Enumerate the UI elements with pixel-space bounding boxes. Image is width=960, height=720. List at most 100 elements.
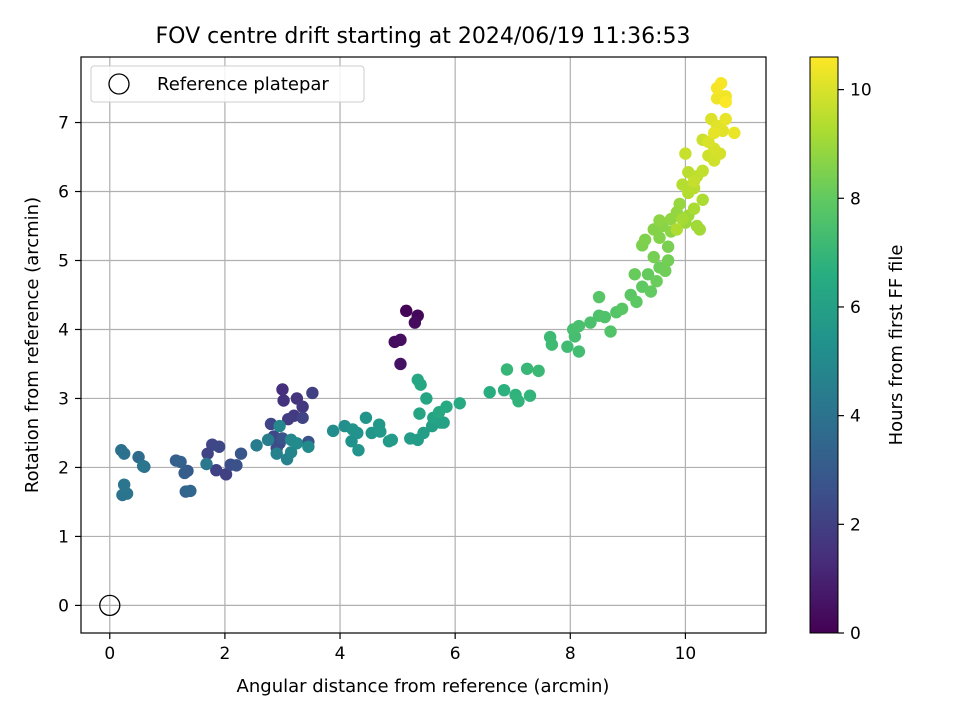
data-point xyxy=(284,446,298,459)
x-tick-label: 10 xyxy=(675,644,697,664)
data-point xyxy=(719,112,732,126)
colorbar-tick-label: 4 xyxy=(850,407,861,427)
data-point xyxy=(584,316,597,329)
data-point xyxy=(174,455,187,469)
data-point xyxy=(650,274,663,288)
data-point xyxy=(687,202,701,215)
data-point xyxy=(523,389,537,402)
data-point xyxy=(414,378,427,391)
data-point xyxy=(250,439,263,452)
data-point xyxy=(696,164,709,178)
data-point xyxy=(483,386,496,399)
data-point xyxy=(359,411,373,424)
data-point xyxy=(661,240,675,253)
x-tick-label: 6 xyxy=(450,644,461,664)
y-tick-label: 7 xyxy=(58,114,69,134)
data-point xyxy=(659,264,672,278)
data-point xyxy=(420,392,433,405)
grid xyxy=(81,57,766,633)
data-point xyxy=(630,295,643,309)
colorbar-tick-label: 2 xyxy=(850,515,861,535)
data-point xyxy=(394,333,407,347)
data-point xyxy=(302,440,315,453)
colorbar-tick-label: 0 xyxy=(850,624,861,644)
data-point xyxy=(200,457,213,471)
data-point xyxy=(346,423,359,436)
data-point xyxy=(693,223,707,236)
reference-point xyxy=(99,594,121,617)
data-point xyxy=(306,386,319,400)
data-point xyxy=(604,325,617,338)
chart-title: FOV centre drift starting at 2024/06/19 … xyxy=(156,24,691,49)
data-point xyxy=(520,362,534,375)
data-point xyxy=(296,400,309,413)
x-axis-ticks: 0 2 4 6 8 10 xyxy=(104,633,696,664)
data-point xyxy=(561,340,574,353)
y-tick-label: 3 xyxy=(58,389,69,409)
data-point xyxy=(385,433,399,447)
data-point xyxy=(273,419,286,433)
data-point xyxy=(290,437,304,450)
y-tick-label: 1 xyxy=(58,527,69,547)
data-point xyxy=(532,364,545,378)
y-tick-label: 5 xyxy=(58,251,69,271)
x-tick-label: 4 xyxy=(335,644,346,664)
data-point xyxy=(212,440,226,453)
data-point xyxy=(277,394,290,407)
plot-frame xyxy=(80,56,767,634)
data-point xyxy=(719,95,732,109)
data-point xyxy=(276,383,289,396)
data-point xyxy=(437,416,450,429)
data-point xyxy=(638,233,652,247)
data-point xyxy=(500,363,514,376)
colorbar-tick-label: 8 xyxy=(850,189,861,209)
data-point xyxy=(687,174,701,188)
data-point xyxy=(641,268,655,281)
colorbar-label: Hours from first FF file xyxy=(886,245,907,446)
data-point xyxy=(270,447,283,460)
reference-platepar-marker xyxy=(99,594,121,617)
y-tick-label: 4 xyxy=(58,320,69,340)
data-point xyxy=(296,411,309,424)
data-point xyxy=(374,425,387,438)
x-tick-label: 8 xyxy=(565,644,576,664)
data-point xyxy=(714,77,728,90)
data-point xyxy=(707,126,721,140)
data-point xyxy=(653,214,666,227)
y-axis-ticks: 0 1 2 3 4 5 6 7 xyxy=(58,114,81,616)
data-point xyxy=(413,407,426,420)
data-point xyxy=(400,304,413,318)
data-point xyxy=(326,424,340,438)
data-point xyxy=(440,400,453,413)
data-point xyxy=(545,338,559,351)
data-point xyxy=(512,395,525,408)
data-point xyxy=(676,178,689,191)
data-point xyxy=(572,345,586,358)
data-point xyxy=(352,443,365,457)
data-point xyxy=(572,319,586,333)
y-tick-label: 2 xyxy=(58,458,69,478)
data-point xyxy=(234,447,248,460)
colorbar-gradient xyxy=(809,56,839,634)
legend-entry-reference: Reference platepar xyxy=(157,74,329,95)
colorbar-ticks: 0 2 4 6 8 10 xyxy=(838,81,872,644)
data-point xyxy=(679,147,692,160)
legend-marker-circle-icon xyxy=(108,73,130,95)
data-point xyxy=(408,316,422,329)
data-point xyxy=(702,135,715,149)
y-axis-label: Rotation from reference (arcmin) xyxy=(22,197,43,493)
y-tick-label: 0 xyxy=(58,596,69,616)
colorbar-tick-label: 6 xyxy=(850,298,861,318)
data-point xyxy=(453,397,466,410)
plot-area: 0 2 4 6 8 10 0 1 2 3 4 5 6 7 xyxy=(58,56,767,664)
data-point xyxy=(210,464,223,477)
data-point xyxy=(647,250,660,264)
x-tick-label: 2 xyxy=(219,644,230,664)
data-point xyxy=(598,310,612,324)
data-point xyxy=(728,126,741,140)
data-point xyxy=(628,268,641,281)
data-point xyxy=(644,285,658,298)
data-point xyxy=(184,484,197,498)
data-point xyxy=(261,433,275,447)
data-points xyxy=(115,77,741,502)
